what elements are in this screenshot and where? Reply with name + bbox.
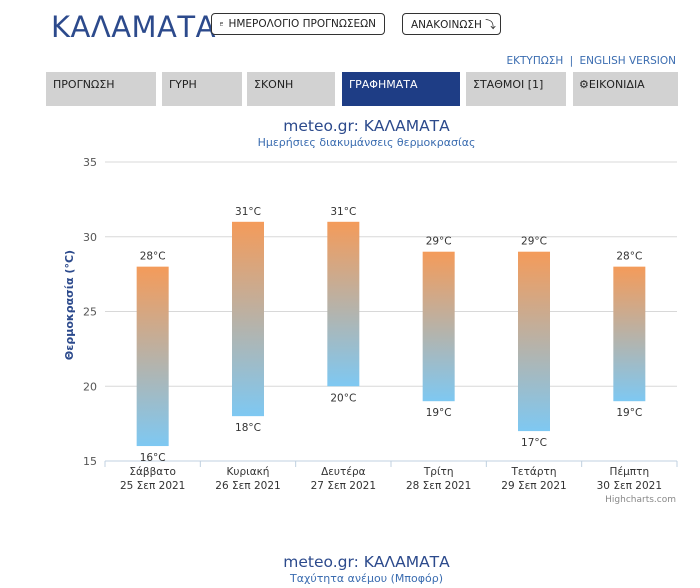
x-tick-label-day: Πέμπτη [610,466,650,478]
x-tick-label-day: Τετάρτη [511,466,557,478]
tab-stations[interactable]: ΣΤΑΘΜΟΙ [1] [466,72,566,106]
tab-graphs-label: ΓΡΑΦΗΜΑΤΑ [349,78,418,91]
tab-dust[interactable]: ΣΚΟΝΗ [247,72,335,106]
min-temp-label: 19°C [426,407,452,419]
y-tick-label: 15 [83,455,97,468]
forecast-calendar-label: ΗΜΕΡΟΛΟΓΙΟ ΠΡΟΓΝΩΣΕΩΝ [228,18,376,30]
min-temp-label: 20°C [330,392,356,404]
x-tick-label-day: Τρίτη [423,466,454,478]
min-temp-label: 19°C [616,407,642,419]
tab-forecast[interactable]: ΠΡΟΓΝΩΣΗ [46,72,156,106]
y-axis-label: Θερμοκρασία (°C) [63,250,76,360]
chart-title: meteo.gr: ΚΑΛΑΜΑΤΑ [283,117,450,135]
temperature-bar[interactable] [136,266,169,447]
tab-icons[interactable]: ⚙ΕΙΚΟΝΙΔΙΑ [573,72,678,106]
announcement-label: ΑΝΑΚΟΙΝΩΣΗ ⤵ [411,18,496,31]
x-tick-label-date: 29 Σεπ 2021 [501,480,566,492]
min-temp-label: 16°C [140,452,166,464]
max-temp-label: 31°C [330,206,356,218]
wind-chart-title: meteo.gr: ΚΑΛΑΜΑΤΑ [283,553,450,571]
y-tick-label: 20 [83,380,97,393]
x-tick-label-date: 30 Σεπ 2021 [597,480,662,492]
temperature-bar[interactable] [327,221,360,387]
wind-chart-subtitle: Ταχύτητα ανέμου (Μποφόρ) [290,572,443,585]
tab-pollen[interactable]: ΓΥΡΗ [162,72,242,106]
print-link[interactable]: ΕΚΤΥΠΩΣΗ [506,55,564,67]
min-temp-label: 17°C [521,437,547,449]
x-tick-label-day: Δευτέρα [321,466,366,478]
gear-icon: ⚙ [579,78,589,91]
temperature-bar[interactable] [232,221,264,417]
min-temp-label: 18°C [235,422,261,434]
announcement-button[interactable]: ΑΝΑΚΟΙΝΩΣΗ ⤵ [402,13,501,35]
tab-forecast-label: ΠΡΟΓΝΩΣΗ [53,78,115,91]
tab-stations-label: ΣΤΑΘΜΟΙ [1] [473,78,544,91]
english-version-link[interactable]: ENGLISH VERSION [579,55,676,67]
max-temp-label: 29°C [426,236,452,248]
top-links: ΕΚΤΥΠΩΣΗ | ENGLISH VERSION [507,55,677,67]
tab-icons-label: ΕΙΚΟΝΙΔΙΑ [588,78,645,91]
x-tick-label-date: 26 Σεπ 2021 [215,480,280,492]
max-temp-label: 28°C [616,251,642,263]
x-tick-label-day: Κυριακή [227,466,270,478]
max-temp-label: 28°C [140,251,166,263]
city-title: ΚΑΛΑΜΑΤΑ [51,10,216,44]
calendar-icon [220,22,224,26]
y-tick-label: 30 [83,231,97,244]
x-tick-label-date: 27 Σεπ 2021 [311,480,376,492]
y-tick-label: 35 [83,156,97,169]
y-tick-label: 25 [83,306,97,319]
forecast-calendar-button[interactable]: ΗΜΕΡΟΛΟΓΙΟ ΠΡΟΓΝΩΣΕΩΝ [211,13,385,35]
temperature-bar[interactable] [613,266,646,402]
max-temp-label: 29°C [521,236,547,248]
max-temp-label: 31°C [235,206,261,218]
tab-dust-label: ΣΚΟΝΗ [254,78,294,91]
tab-pollen-label: ΓΥΡΗ [169,78,197,91]
x-tick-label-date: 25 Σεπ 2021 [120,480,185,492]
x-tick-label-day: Σάββατο [129,466,176,478]
chart-subtitle: Ημερήσιες διακυμάνσεις θερμοκρασίας [257,136,476,149]
tab-graphs[interactable]: ΓΡΑΦΗΜΑΤΑ [342,72,460,106]
x-tick-label-date: 28 Σεπ 2021 [406,480,471,492]
link-separator: | [569,55,574,67]
temperature-bar[interactable] [518,251,550,432]
temperature-bar[interactable] [422,251,455,402]
highcharts-credit[interactable]: Highcharts.com [605,495,676,505]
